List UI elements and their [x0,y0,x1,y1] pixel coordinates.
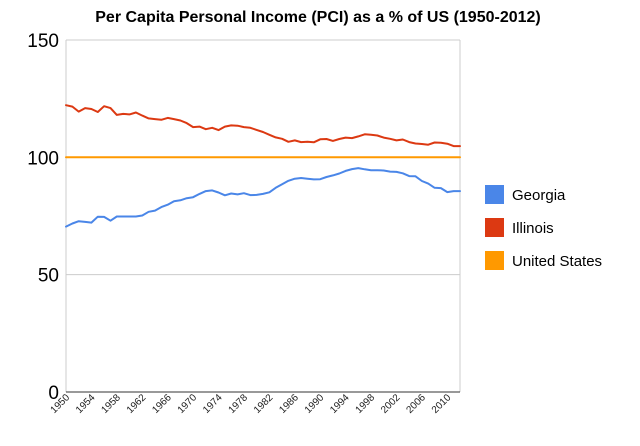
x-tick-label: 1966 [150,392,174,416]
x-tick-label: 2006 [404,392,428,416]
x-axis-ticks: 1950 1954 1958 1962 1966 1970 1974 1978 1982 1986… [49,392,454,416]
x-tick-label: 1970 [176,392,200,416]
x-tick-label: 2010 [430,392,454,416]
x-tick-label: 1986 [277,392,301,416]
series-line-illinois [65,104,461,148]
series-lines [65,104,461,228]
x-tick-label: 1974 [201,392,225,416]
x-tick-label: 1978 [227,392,251,416]
legend: Georgia Illinois United States [485,185,602,270]
y-tick-label: 150 [27,31,59,52]
series-line-georgia [65,167,461,228]
y-tick-label: 50 [38,266,59,287]
x-tick-label: 1990 [303,392,327,416]
legend-label: United States [512,253,602,270]
x-tick-label: 2002 [379,392,403,416]
legend-swatch-united-states [485,251,504,270]
x-tick-label: 1994 [328,392,352,416]
x-tick-label: 1958 [99,392,123,416]
legend-label: Georgia [512,187,566,204]
y-axis-ticks: 0 50 100 150 [27,31,59,404]
legend-label: Illinois [512,220,554,237]
y-tick-label: 100 [27,148,59,169]
x-tick-label: 1962 [125,392,149,416]
x-tick-label: 1954 [74,392,98,416]
legend-swatch-illinois [485,218,504,237]
x-tick-label: 1982 [252,392,276,416]
legend-swatch-georgia [485,185,504,204]
x-tick-label: 1998 [354,392,378,416]
y-tick-label: 0 [48,383,59,404]
chart-title: Per Capita Personal Income (PCI) as a % … [95,9,541,26]
